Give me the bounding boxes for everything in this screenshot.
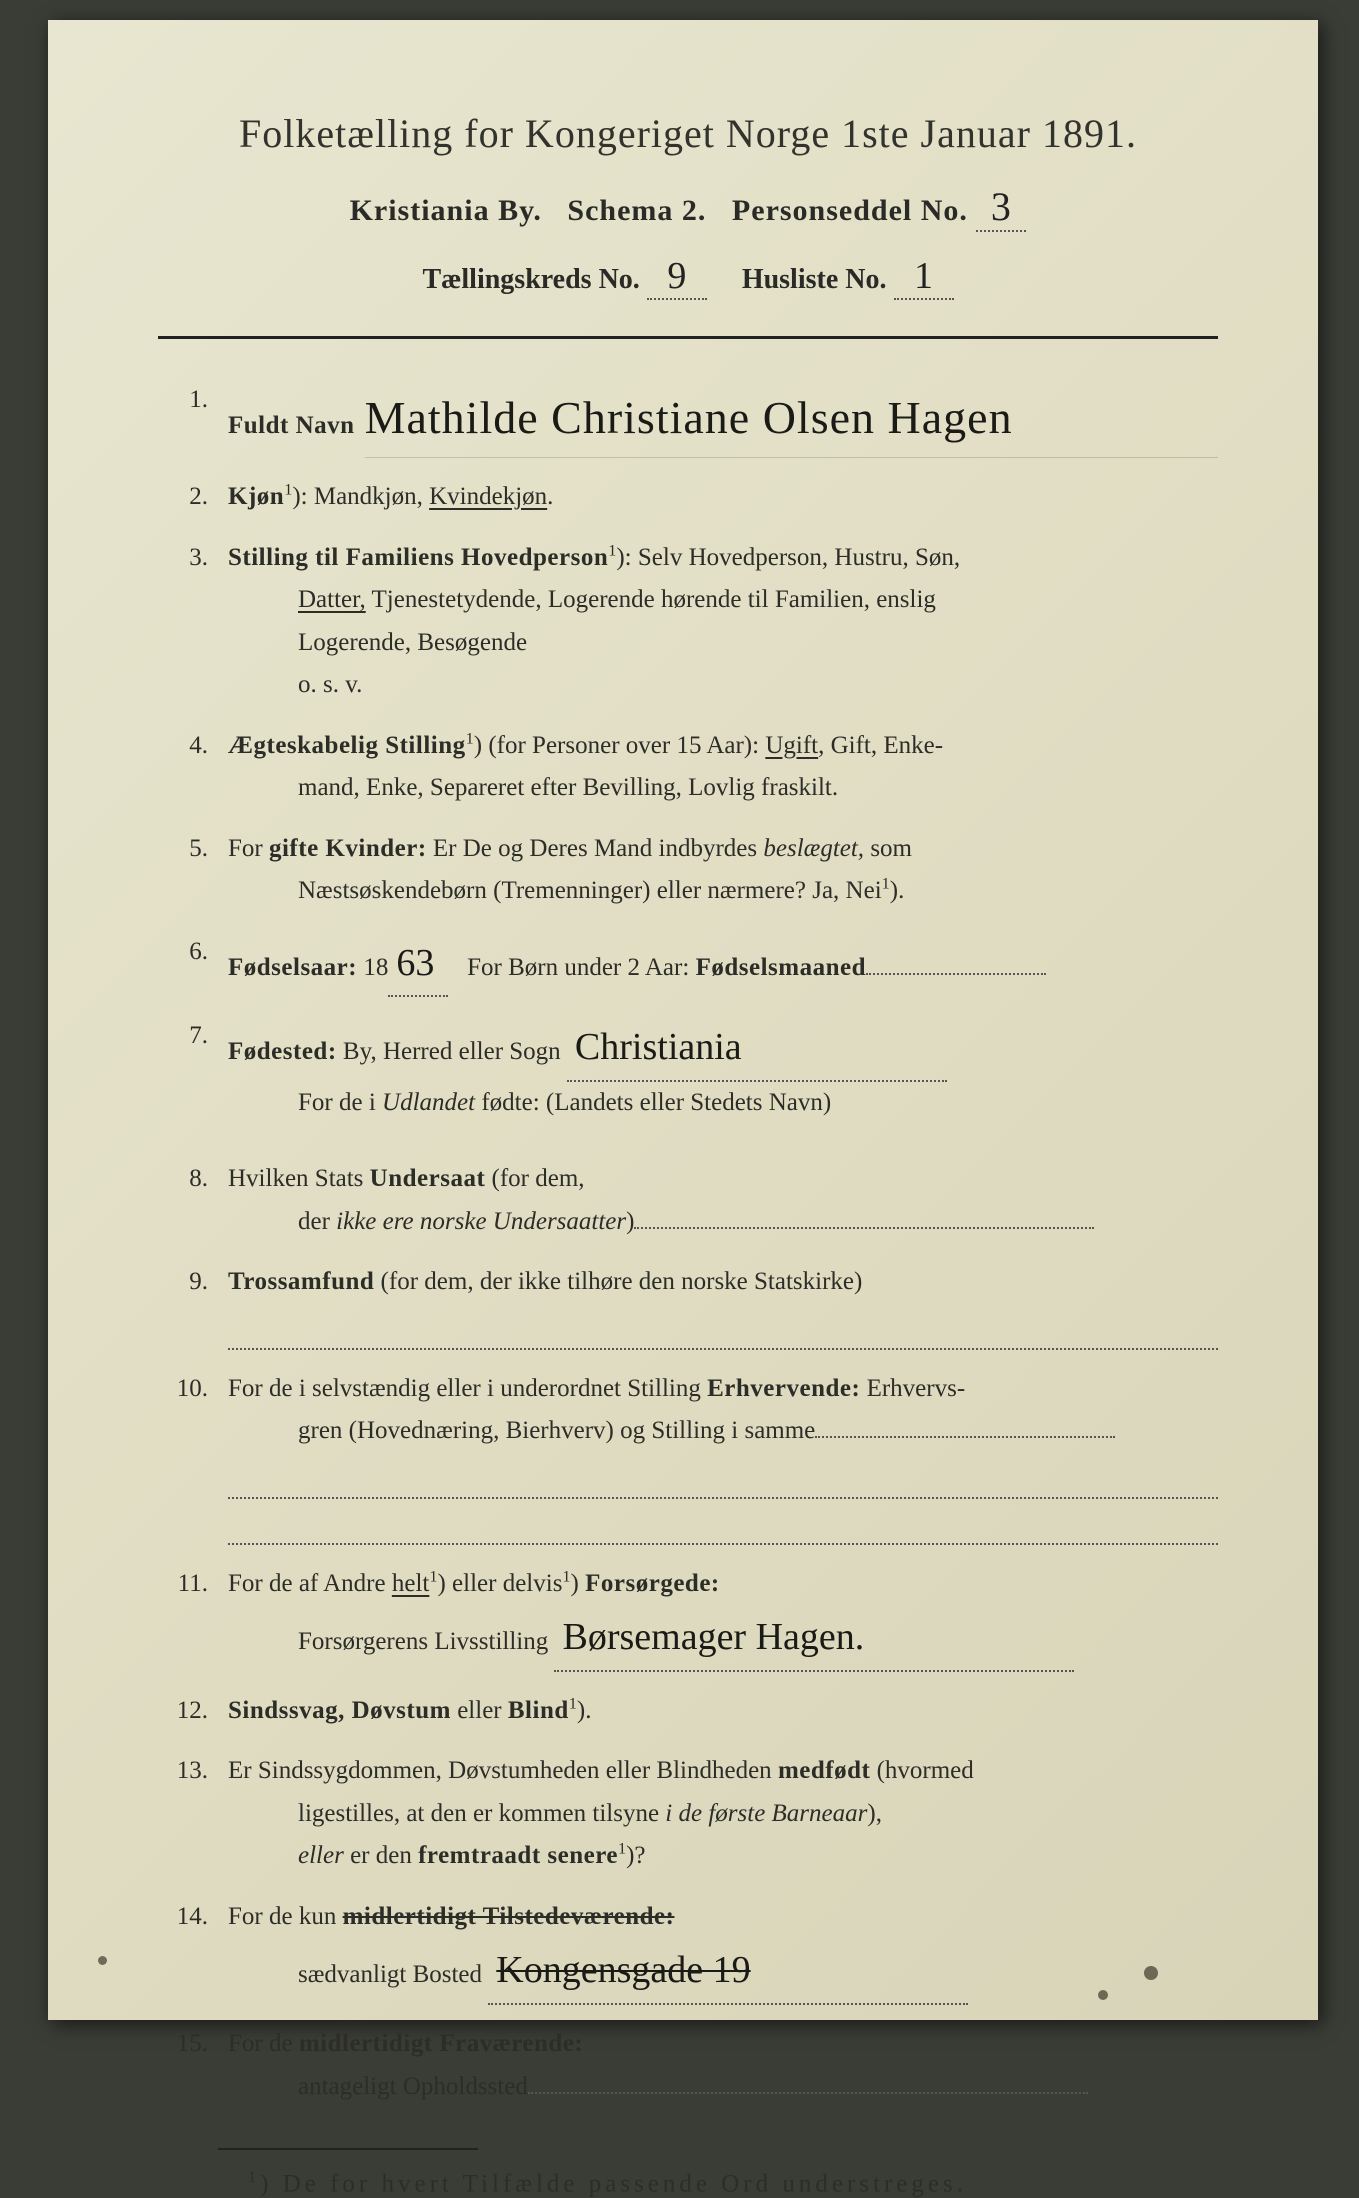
- f10-blank1: [228, 1459, 1218, 1499]
- f9-blank: [228, 1310, 1218, 1350]
- f9-label: Trossamfund: [228, 1268, 374, 1295]
- f14-value: Kongensgade 19: [488, 1938, 968, 2005]
- f2-label: Kjøn: [228, 483, 284, 510]
- footnote-rule: [218, 2148, 478, 2150]
- f6-label: Fødselsaar:: [228, 954, 357, 981]
- personseddel-label: Personseddel No.: [732, 194, 968, 227]
- subline: Tællingskreds No. 9 Husliste No. 1: [158, 254, 1218, 300]
- f8-label: Undersaat: [370, 1165, 486, 1192]
- f12-label: Sindssvag, Døvstum: [228, 1697, 451, 1724]
- f3-selected: Datter,: [298, 586, 366, 613]
- field-5-related: 5. For gifte Kvinder: Er De og Deres Man…: [158, 828, 1218, 913]
- f11-label: Forsørgede:: [585, 1570, 720, 1597]
- field-1-name: 1. Fuldt Navn Mathilde Christiane Olsen …: [158, 379, 1218, 458]
- personseddel-no: 3: [976, 183, 1026, 232]
- paper-stain: [1144, 1966, 1158, 1980]
- city-label: Kristiania By.: [350, 194, 542, 227]
- schema-label: Schema 2.: [567, 194, 706, 227]
- f2-options: Mandkjøn,: [314, 483, 429, 510]
- field-12-disability: 12. Sindssvag, Døvstum eller Blind1).: [158, 1690, 1218, 1733]
- kreds-no: 9: [647, 254, 707, 300]
- field-15-temporary-absent: 15. For de midlertidigt Fraværende: anta…: [158, 2023, 1218, 2108]
- field-2-sex: 2. Kjøn1): Mandkjøn, Kvindekjøn.: [158, 476, 1218, 519]
- f6-month-blank: [866, 947, 1046, 975]
- kreds-label: Tællingskreds No.: [422, 264, 639, 295]
- f1-label: Fuldt Navn: [228, 405, 355, 448]
- field-3-relation: 3. Stilling til Familiens Hovedperson1):…: [158, 537, 1218, 707]
- f10-blank2: [228, 1505, 1218, 1545]
- f15-blank: [528, 2066, 1088, 2094]
- form-fields: 1. Fuldt Navn Mathilde Christiane Olsen …: [158, 379, 1218, 2108]
- header-rule: [158, 336, 1218, 339]
- field-14-temporary-present: 14. For de kun midlertidigt Tilstedevære…: [158, 1896, 1218, 2005]
- f3-label: Stilling til Familiens Hovedperson: [228, 544, 608, 571]
- field-7-birthplace: 7. Fødested: By, Herred eller Sogn Chris…: [158, 1015, 1218, 1124]
- f4-selected: Ugift: [765, 732, 818, 759]
- field-6-birthyear: 6. Fødselsaar: 1863 For Børn under 2 Aar…: [158, 931, 1218, 998]
- f7-value: Christiania: [567, 1015, 947, 1082]
- paper-stain: [98, 1956, 107, 1965]
- husliste-label: Husliste No.: [742, 264, 887, 295]
- f1-value: Mathilde Christiane Olsen Hagen: [365, 379, 1218, 458]
- f2-selected: Kvindekjøn: [429, 483, 547, 510]
- f13-label: medfødt: [778, 1757, 870, 1784]
- f11-value: Børsemager Hagen.: [554, 1605, 1074, 1672]
- f10-label: Erhvervende:: [707, 1375, 860, 1402]
- field-11-dependent: 11. For de af Andre helt1) eller delvis1…: [158, 1563, 1218, 1672]
- document-title: Folketælling for Kongeriget Norge 1ste J…: [158, 110, 1218, 157]
- census-form-paper: Folketælling for Kongeriget Norge 1ste J…: [48, 20, 1318, 2020]
- field-13-congenital: 13. Er Sindssygdommen, Døvstumheden elle…: [158, 1750, 1218, 1878]
- paper-stain: [1098, 1990, 1108, 2000]
- field-8-citizenship: 8. Hvilken Stats Undersaat (for dem, der…: [158, 1158, 1218, 1243]
- f7-label: Fødested:: [228, 1038, 337, 1065]
- f15-label: midlertidigt Fraværende:: [299, 2030, 583, 2057]
- f6-year: 63: [388, 931, 448, 998]
- husliste-no: 1: [894, 254, 954, 300]
- f14-label: midlertidigt Tilstedeværende:: [343, 1903, 675, 1930]
- subtitle-line: Kristiania By. Schema 2. Personseddel No…: [158, 183, 1218, 232]
- f8-blank: [634, 1201, 1094, 1229]
- f4-label: Ægteskabelig Stilling: [228, 732, 466, 759]
- field-9-religion: 9. Trossamfund (for dem, der ikke tilhør…: [158, 1261, 1218, 1350]
- field-10-occupation: 10. For de i selvstændig eller i underor…: [158, 1368, 1218, 1545]
- f5-label: gifte Kvinder:: [269, 835, 427, 862]
- field-4-marital: 4. Ægteskabelig Stilling1) (for Personer…: [158, 725, 1218, 810]
- footnote: 1) De for hvert Tilfælde passende Ord un…: [248, 2168, 1218, 2198]
